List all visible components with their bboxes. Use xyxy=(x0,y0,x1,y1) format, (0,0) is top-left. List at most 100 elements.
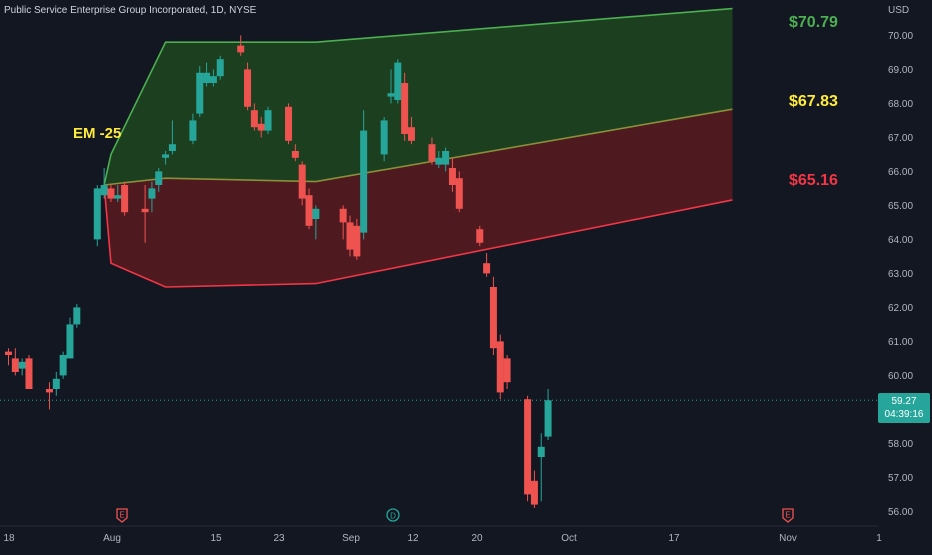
candle-body xyxy=(264,110,272,131)
candle-body xyxy=(305,195,313,226)
earnings-marker-label: E xyxy=(785,511,790,520)
y-tick-label: 58.00 xyxy=(888,439,913,450)
y-tick-label: 64.00 xyxy=(888,235,913,246)
earnings-icon: E xyxy=(116,508,128,523)
candle-body xyxy=(59,355,67,376)
candle xyxy=(537,433,545,502)
candle xyxy=(155,168,163,192)
last-price-value: 59.27 xyxy=(891,396,917,407)
candle-body xyxy=(339,208,347,223)
candle xyxy=(285,103,293,145)
candle xyxy=(5,348,12,366)
candle-body xyxy=(537,446,545,457)
candle-body xyxy=(448,168,456,185)
candle-body xyxy=(66,324,74,359)
candle xyxy=(257,117,265,138)
mid-zone-price-label: $67.83 xyxy=(789,93,838,110)
candle-body xyxy=(483,263,491,274)
candle-body xyxy=(155,171,163,185)
candle-body xyxy=(73,307,81,325)
candle xyxy=(483,253,491,277)
earnings-marker-label: E xyxy=(119,511,124,520)
candle-body xyxy=(476,229,484,243)
candle-body xyxy=(25,358,33,389)
candle-body xyxy=(496,341,504,393)
candle-body xyxy=(428,144,436,162)
candle-body xyxy=(407,127,415,141)
candle-body xyxy=(18,361,26,369)
candle xyxy=(209,69,217,87)
candle-body xyxy=(285,106,293,141)
candle xyxy=(476,225,484,247)
candle-body xyxy=(544,400,552,437)
candle xyxy=(203,62,211,87)
x-tick-label: 17 xyxy=(668,533,680,544)
candle xyxy=(148,181,156,213)
em-annotation: EM -25 xyxy=(73,125,121,142)
candle-body xyxy=(312,208,320,219)
candle xyxy=(216,55,224,80)
lower-zone xyxy=(104,109,733,288)
lower-zone-price-label: $65.16 xyxy=(789,172,838,189)
candle xyxy=(346,215,354,257)
candle xyxy=(455,171,463,213)
candle-body xyxy=(45,389,53,393)
candle xyxy=(353,219,361,260)
y-tick-label: 60.00 xyxy=(888,371,913,382)
y-tick-label: 68.00 xyxy=(888,99,913,110)
x-tick-label: Oct xyxy=(561,533,577,544)
candle-body xyxy=(209,76,217,83)
x-tick-label: 23 xyxy=(273,533,285,544)
candle xyxy=(189,113,197,145)
currency-label: USD xyxy=(888,5,910,16)
candle xyxy=(291,144,299,162)
candle-body xyxy=(489,287,497,349)
candle-body xyxy=(11,358,19,372)
candle xyxy=(168,120,176,155)
candle xyxy=(503,355,511,389)
x-tick-label: Nov xyxy=(779,533,797,544)
symbol-title: Public Service Enterprise Group Incorpor… xyxy=(4,5,257,16)
dividend-marker-label: D xyxy=(390,512,396,521)
x-tick-label: 20 xyxy=(471,533,483,544)
candle-body xyxy=(203,72,211,83)
candle-body xyxy=(196,72,204,114)
candle xyxy=(407,117,415,145)
lower-boundary-line xyxy=(103,184,733,288)
y-tick-label: 62.00 xyxy=(888,303,913,314)
candle xyxy=(264,106,272,134)
x-tick-label: 15 xyxy=(210,533,222,544)
candle xyxy=(100,168,108,199)
candle-body xyxy=(189,120,197,141)
candle xyxy=(196,66,204,117)
countdown-timer: 04:39:16 xyxy=(884,409,924,420)
candle-body xyxy=(244,69,252,107)
x-tick-label: 12 xyxy=(407,533,419,544)
candle xyxy=(544,389,552,440)
candle xyxy=(312,205,320,240)
candle xyxy=(428,137,436,165)
candle xyxy=(435,151,443,168)
x-tick-label: Aug xyxy=(103,533,121,544)
candle-body xyxy=(291,151,299,158)
candle-body xyxy=(162,154,170,158)
upper-zone-price-label: $70.79 xyxy=(789,14,838,31)
candle-body xyxy=(455,178,463,209)
earnings-icon: E xyxy=(782,508,794,523)
candle-body xyxy=(387,93,395,97)
earnings-marker xyxy=(782,508,794,523)
dividend-marker xyxy=(386,508,400,522)
y-tick-label: 56.00 xyxy=(888,507,913,518)
candle xyxy=(448,157,456,192)
candle xyxy=(442,147,450,172)
candle-body xyxy=(52,378,60,389)
candle xyxy=(73,304,81,328)
candle xyxy=(18,358,26,376)
y-tick-label: 63.00 xyxy=(888,269,913,280)
candle xyxy=(496,334,504,400)
candle-body xyxy=(442,151,450,165)
upper-boundary-line xyxy=(103,7,733,186)
candle-body xyxy=(524,399,532,495)
